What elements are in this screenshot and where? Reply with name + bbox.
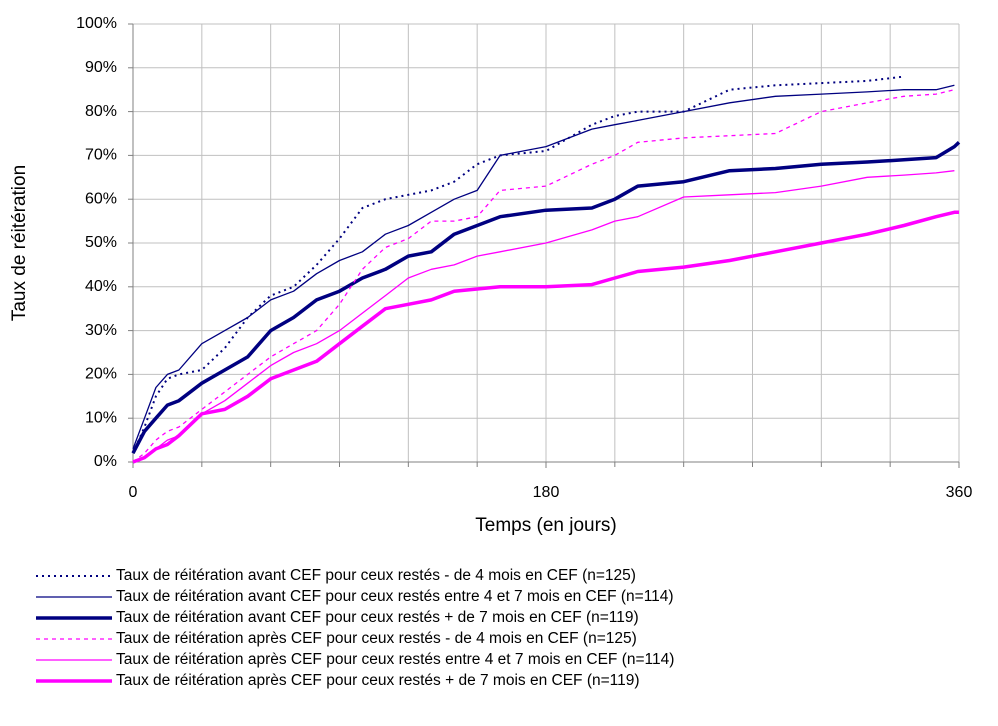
series-line <box>132 210 959 464</box>
y-tick-label: 0% <box>94 453 117 470</box>
legend-label: Taux de réitération après CEF pour ceux … <box>116 651 674 668</box>
y-tick-label: 100% <box>76 15 117 32</box>
series-line <box>132 84 955 450</box>
y-tick-label: 10% <box>85 409 117 426</box>
y-tick-label: 20% <box>85 366 117 383</box>
y-tick-label: 70% <box>85 147 117 164</box>
x-tick-label: 0 <box>129 484 138 501</box>
legend-label: Taux de réitération après CEF pour ceux … <box>116 630 637 647</box>
legend-label: Taux de réitération avant CEF pour ceux … <box>116 567 636 584</box>
legend-label: Taux de réitération avant CEF pour ceux … <box>116 609 639 626</box>
x-axis-title: Temps (en jours) <box>475 515 617 536</box>
legend-label: Taux de réitération après CEF pour ceux … <box>116 672 640 689</box>
x-tick-label: 180 <box>533 484 560 501</box>
y-tick-label: 90% <box>85 59 117 76</box>
legend-label: Taux de réitération avant CEF pour ceux … <box>116 588 674 605</box>
y-axis-title: Taux de réitération <box>9 165 30 321</box>
series-line <box>132 89 955 463</box>
y-tick-label: 30% <box>85 322 117 339</box>
x-tick-label: 360 <box>946 484 973 501</box>
y-tick-label: 40% <box>85 278 117 295</box>
y-tick-label: 60% <box>85 190 117 207</box>
series-line <box>131 141 961 455</box>
y-tick-label: 50% <box>85 234 117 251</box>
y-tick-label: 80% <box>85 103 117 120</box>
series-line <box>132 75 905 454</box>
